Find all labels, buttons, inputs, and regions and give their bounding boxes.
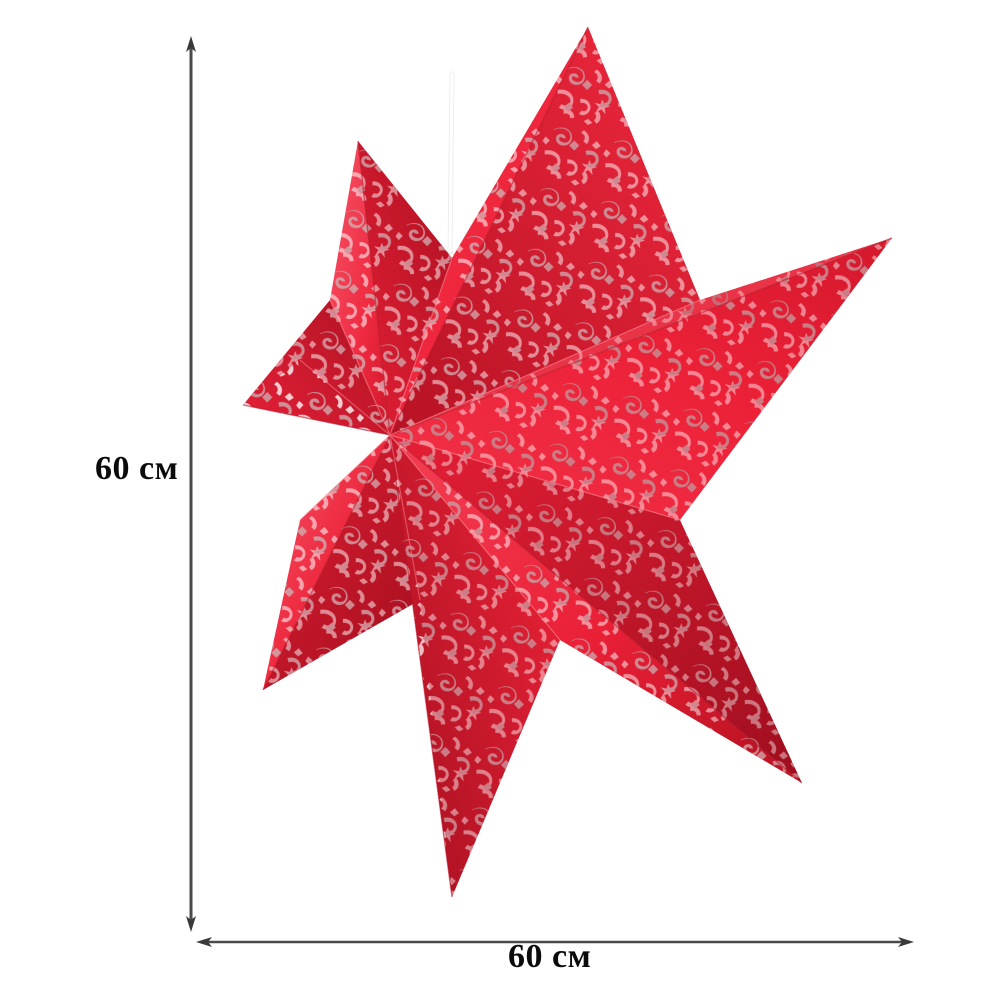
dimension-annotations: [186, 36, 914, 947]
height-dimension-arrow: [186, 36, 196, 932]
width-dimension-arrow: [196, 937, 914, 947]
star-lantern-body: [242, 26, 893, 898]
height-dimension-label: 60 см: [95, 450, 179, 487]
hanging-cord: [443, 71, 457, 266]
width-dimension-label: 60 см: [508, 938, 592, 975]
